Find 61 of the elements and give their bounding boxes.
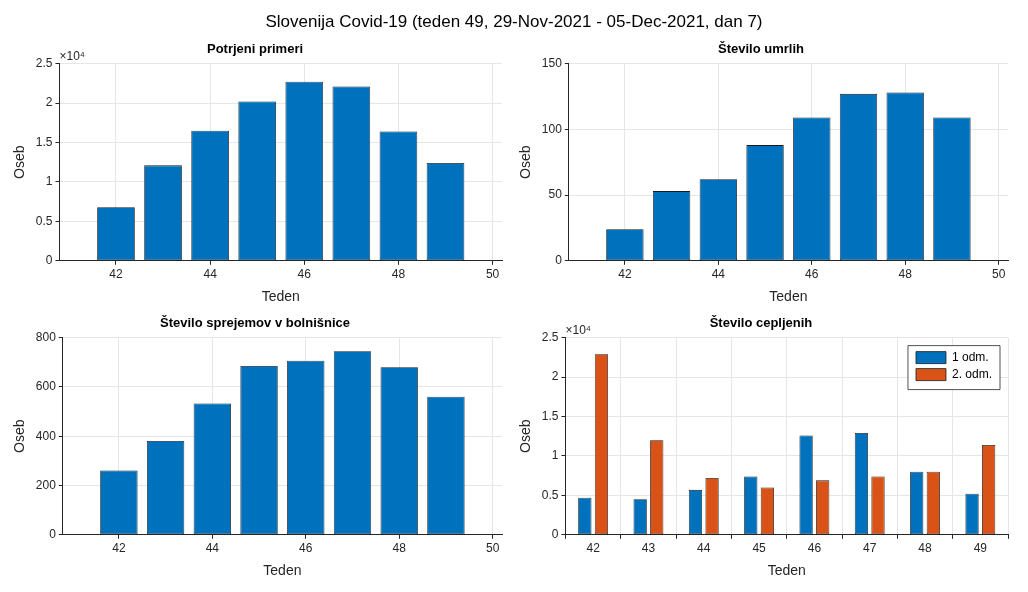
y-tick-label: 100 (541, 121, 563, 136)
chart-title: Število cepljenih (709, 315, 813, 331)
y-tick-label: 200 (35, 477, 57, 492)
y-tick-label: 800 (35, 329, 57, 344)
x-tick-label: 48 (918, 541, 933, 556)
y-tick-label: 2.5 (541, 329, 559, 344)
y-axis-title: Oseb (517, 419, 534, 453)
chart-title: Število umrlih (718, 41, 805, 57)
y-tick-label: 2.5 (35, 55, 53, 70)
x-axis-title: Teden (261, 288, 300, 305)
x-tick-label: 44 (203, 267, 218, 282)
x-tick-label: 46 (297, 267, 312, 282)
x-axis-title: Teden (769, 288, 808, 305)
y-tick-label: 0.5 (35, 213, 53, 228)
y-tick-label: 0 (551, 527, 559, 542)
y-tick-label: 1.5 (541, 408, 559, 423)
x-tick-label: 44 (697, 541, 711, 556)
chart-title: Potrjeni primeri (206, 41, 304, 57)
x-tick-label: 42 (586, 541, 601, 556)
y-tick-label: 1 (551, 448, 559, 463)
x-tick-label: 42 (109, 267, 123, 282)
chart-title: Število sprejemov v bolnišnice (159, 315, 351, 331)
text: Slovenija Covid-19 (teden 49, 29-Nov-2021 - 05-Dec-2021, dan 7) (264, 11, 764, 33)
x-tick-label: 45 (752, 541, 767, 556)
y-axis-title: Oseb (11, 419, 28, 453)
x-tick-label: 46 (807, 541, 822, 556)
x-tick-label: 42 (618, 267, 632, 282)
y-axis-title: Oseb (11, 145, 28, 179)
x-tick-label: 44 (711, 267, 726, 282)
y-tick-label: 0 (555, 253, 563, 268)
y-tick-label: 400 (35, 428, 57, 443)
y-tick-label: 0 (45, 253, 53, 268)
y-tick-label: 0 (49, 527, 57, 542)
legend-label: 2. odm. (951, 366, 993, 381)
x-axis-title: Teden (767, 562, 806, 579)
y-tick-label: 50 (548, 187, 563, 202)
x-tick-label: 42 (112, 541, 126, 556)
x-tick-label: 43 (641, 541, 656, 556)
y-tick-label: 150 (541, 55, 563, 70)
y-tick-label: 2 (551, 369, 559, 384)
x-tick-label: 50 (991, 267, 1006, 282)
y-tick-label: 600 (35, 379, 57, 394)
x-tick-label: 50 (485, 541, 500, 556)
x-tick-label: 48 (392, 541, 407, 556)
y-tick-label: 2 (45, 95, 53, 110)
x-axis-title: Teden (263, 562, 302, 579)
x-tick-label: 50 (485, 267, 500, 282)
y-axis-title: Oseb (517, 145, 534, 179)
y-tick-label: 1 (45, 174, 53, 189)
x-tick-label: 46 (805, 267, 819, 282)
x-tick-label: 44 (205, 541, 220, 556)
legend-label: 1 odm. (951, 349, 989, 364)
x-tick-label: 47 (863, 541, 877, 556)
y-tick-label: 0.5 (541, 487, 559, 502)
y-tick-label: 1.5 (35, 134, 53, 149)
x-tick-label: 48 (898, 267, 913, 282)
text: ×10⁴ (59, 48, 85, 63)
x-tick-label: 46 (299, 541, 313, 556)
text: ×10⁴ (565, 322, 591, 337)
x-tick-label: 49 (973, 541, 988, 556)
x-tick-label: 48 (391, 267, 406, 282)
